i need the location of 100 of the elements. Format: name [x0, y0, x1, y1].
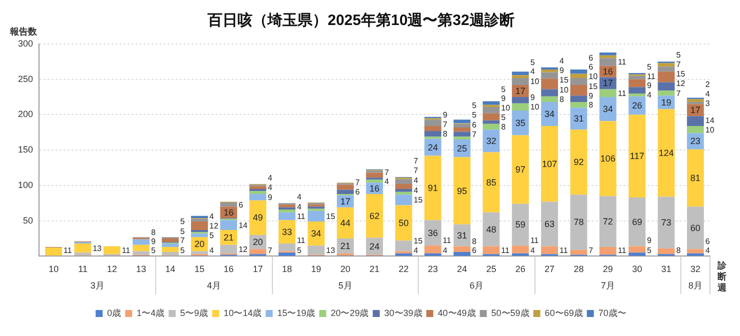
- data-label: 13: [92, 244, 102, 253]
- legend-label: 60〜69歳: [544, 308, 583, 318]
- data-label: 5: [296, 246, 302, 255]
- data-label: 124: [658, 148, 674, 158]
- data-label: 8: [501, 122, 506, 132]
- data-label: 4: [268, 183, 273, 192]
- data-label: 14: [705, 116, 715, 125]
- x-tick-label: 15: [194, 264, 204, 274]
- data-label: 15: [560, 76, 569, 85]
- x-tick-label: 29: [602, 264, 613, 274]
- data-label: 4: [209, 246, 214, 255]
- data-label: 12: [238, 244, 248, 254]
- data-label: 4: [209, 212, 214, 221]
- data-label: 6: [472, 120, 477, 130]
- data-label: 11: [64, 246, 72, 255]
- data-label: 36: [428, 228, 438, 238]
- data-label: 15: [414, 236, 424, 246]
- data-label: 9: [151, 236, 156, 246]
- data-label: 5: [180, 246, 186, 255]
- data-label: 4: [414, 186, 419, 195]
- x-tick-label: 32: [690, 264, 700, 274]
- data-label: 16: [224, 207, 234, 218]
- data-label: 62: [370, 210, 380, 221]
- x-tick-label: 31: [661, 264, 672, 274]
- data-label: 11: [618, 58, 627, 67]
- data-label: 11: [122, 246, 131, 255]
- data-label: 10: [705, 125, 715, 134]
- x-tick-label: 20: [340, 264, 350, 274]
- data-label: 11: [618, 88, 627, 98]
- data-label: 31: [574, 114, 584, 124]
- data-label: 7: [414, 156, 419, 166]
- x-tick-label: 22: [398, 264, 409, 274]
- data-label: 5: [151, 246, 156, 255]
- data-label: 4: [414, 246, 419, 255]
- data-label: 9: [560, 66, 565, 76]
- data-label: 35: [515, 118, 526, 128]
- legend-label: 50〜59歳: [491, 308, 530, 318]
- data-label: 8: [676, 246, 682, 255]
- x-tick-label: 18: [282, 264, 292, 274]
- x-tick-label: 16: [224, 264, 234, 274]
- data-label: 10: [560, 86, 569, 95]
- data-label: 19: [661, 97, 672, 108]
- data-label: 15: [414, 196, 424, 205]
- text: 7月: [600, 280, 615, 291]
- y-tick-label: 50: [23, 215, 34, 226]
- data-label: 92: [574, 157, 584, 168]
- data-label: 23: [690, 136, 700, 146]
- data-label: 15: [588, 82, 598, 92]
- data-label: 10: [530, 77, 540, 86]
- data-label: 4: [296, 202, 302, 212]
- data-label: 9: [501, 94, 506, 103]
- data-label: 4: [384, 176, 390, 186]
- data-label: 4: [705, 89, 710, 98]
- data-label: 11: [618, 246, 627, 255]
- x-tick-label: 27: [544, 264, 555, 274]
- data-label: 6: [355, 188, 360, 197]
- data-label: 48: [486, 224, 496, 234]
- legend-label: 1〜4歳: [136, 308, 165, 318]
- legend-label: 20〜29歳: [330, 308, 369, 318]
- data-label: 4: [705, 246, 710, 255]
- data-label: 5: [472, 101, 477, 110]
- chart-title: 百日咳（埼玉県）2025年第10週〜第32週診断: [206, 11, 514, 30]
- data-label: 15: [326, 212, 336, 221]
- data-label: 11: [560, 246, 568, 255]
- data-label: 34: [602, 104, 613, 114]
- data-label: 25: [457, 143, 468, 154]
- data-label: 7: [676, 88, 682, 98]
- x-tick-label: 19: [311, 264, 322, 274]
- data-label: 9: [442, 110, 448, 120]
- data-label: 9: [268, 192, 273, 202]
- x-tick-label: 30: [632, 264, 642, 274]
- data-label: 33: [282, 226, 292, 237]
- data-label: 20: [252, 237, 263, 248]
- x-tick-label: 24: [457, 264, 468, 274]
- data-label: 5: [180, 216, 186, 226]
- y-tick-label: 300: [18, 38, 34, 48]
- text: 5月: [338, 280, 352, 291]
- data-label: 50: [398, 218, 409, 228]
- data-label: 85: [486, 177, 496, 188]
- data-label: 6: [238, 200, 244, 210]
- data-label: 8: [588, 100, 594, 110]
- data-label: 3: [705, 98, 710, 108]
- data-label: 5: [472, 110, 477, 120]
- data-label: 5: [647, 62, 652, 72]
- data-label: 44: [340, 218, 350, 228]
- data-label: 24: [428, 142, 438, 152]
- text: 6月: [470, 280, 484, 291]
- data-label: 63: [544, 219, 555, 229]
- data-label: 10: [530, 102, 540, 112]
- data-label: 7: [414, 166, 419, 176]
- data-label: 59: [515, 220, 526, 230]
- data-label: 4: [296, 192, 302, 202]
- data-label: 20: [194, 239, 204, 250]
- legend-label: 30〜39歳: [384, 308, 422, 318]
- data-label: 9: [647, 81, 652, 90]
- data-label: 17: [602, 78, 613, 88]
- data-label: 11: [442, 236, 452, 246]
- data-label: 4: [268, 173, 273, 182]
- data-label: 6: [705, 236, 710, 246]
- data-label: 9: [530, 92, 536, 102]
